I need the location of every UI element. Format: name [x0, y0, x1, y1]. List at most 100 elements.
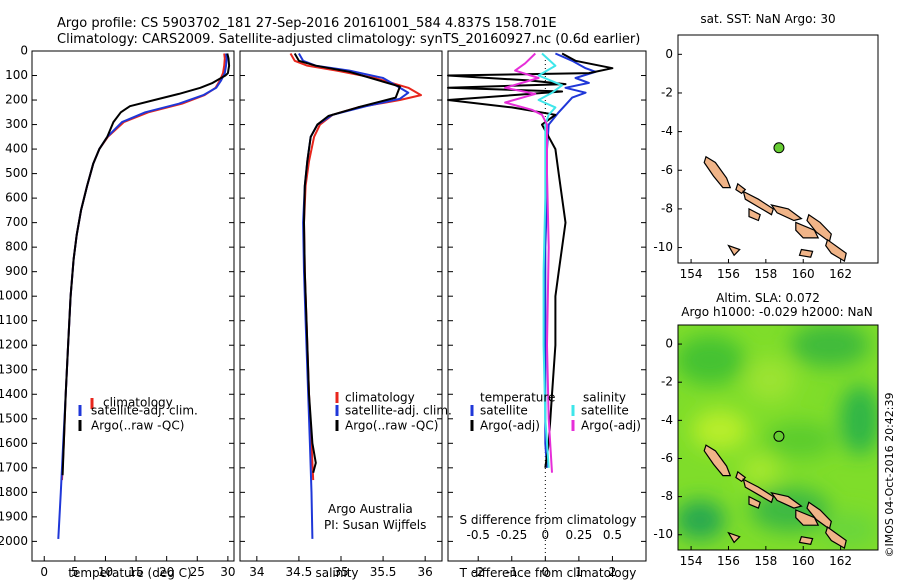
sla-map-island	[703, 444, 732, 477]
temperature-y-tick-label: 1800	[0, 485, 28, 499]
difference-legend-title-salinity: salinity	[583, 391, 626, 405]
temperature-y-tick-label: 1100	[0, 313, 28, 327]
difference-legend-title-temperature: temperature	[480, 391, 555, 405]
sst-map-y-tick-label: -4	[661, 124, 673, 138]
salinity-legend-satellite: satellite-adj. clim.	[345, 404, 452, 418]
sst-map-island	[703, 155, 732, 189]
temperature-y-tick-label: 1700	[0, 460, 28, 474]
sst-map-island	[798, 248, 814, 258]
sst-map-island	[727, 244, 741, 257]
difference-plot-frame	[447, 50, 647, 562]
salinity-legend: climatology satellite-adj. clim. Argo(..…	[335, 391, 452, 433]
sla-map-island	[825, 526, 847, 550]
difference-top-tick-label: 0.25	[566, 528, 593, 542]
difference-legend-sal-satellite: satellite	[581, 404, 629, 418]
temperature-legend-argo: Argo(..raw -QC)	[91, 419, 184, 433]
difference-legend: temperature satellite Argo(-adj) salinit…	[470, 391, 641, 433]
temperature-x-tick-label: 30	[220, 565, 235, 579]
sla-map-island	[798, 536, 814, 545]
sla-map-frame	[677, 324, 879, 551]
sst-map-x-tick-label: 162	[829, 267, 852, 281]
temperature-x-tick-label: 25	[190, 565, 205, 579]
sla-map-x-tick-label: 162	[829, 554, 852, 568]
sst-map-y-tick-label: -10	[653, 240, 673, 254]
temperature-plot-frame	[31, 50, 235, 562]
difference-series-salinity-satellite	[537, 52, 564, 468]
temperature-y-tick-label: 900	[5, 264, 28, 278]
sla-map-x-tick-label: 154	[680, 554, 703, 568]
figure-title-line1: Argo profile: CS 5903702_181 27-Sep-2016…	[57, 16, 557, 31]
sst-map-island	[742, 190, 775, 216]
sla-map-island	[795, 509, 820, 526]
temperature-y-tick-label: 1300	[0, 362, 28, 376]
sst-map-y-tick-label: -2	[661, 85, 673, 99]
temperature-y-tick-label: 300	[5, 117, 28, 131]
difference-x-tick-label: -1	[506, 565, 518, 579]
sst-map-x-tick-label: 156	[717, 267, 740, 281]
difference-panel: -2 -1 0 1 2 -0.5 -0.25 0 0.25 0.5 S difference fr…	[447, 50, 647, 580]
temperature-x-tick-label: 5	[71, 565, 79, 579]
difference-top-x-label: S difference from climatology	[460, 513, 637, 527]
difference-legend-temp-argo: Argo(-adj)	[480, 419, 540, 433]
pi-annotation: PI: Susan Wijffels	[324, 518, 426, 532]
difference-top-tick-label: 0	[542, 528, 550, 542]
sst-map-title: sat. SST: NaN Argo: 30	[700, 12, 835, 26]
difference-series-salinity-argo-adj	[504, 52, 553, 473]
salinity-legend-argo: Argo(..raw -QC)	[345, 419, 438, 433]
difference-x-tick-label: 2	[609, 565, 617, 579]
sla-map-y-tick-label: -6	[661, 451, 673, 465]
temperature-x-label: temperature (deg C)	[68, 566, 191, 580]
sla-map-panel: Altim. SLA: 0.072 Argo h1000: -0.029 h20…	[653, 291, 879, 568]
sst-map-x-tick-label: 160	[792, 267, 815, 281]
sst-map-island	[795, 221, 820, 239]
temperature-y-tick-label: 600	[5, 191, 28, 205]
temperature-y-tick-label: 1400	[0, 387, 28, 401]
sla-map-island	[770, 491, 803, 509]
sla-map-title-line2: Argo h1000: -0.029 h2000: NaN	[681, 305, 873, 319]
temperature-legend-satellite: satellite-adj. clim.	[91, 404, 198, 418]
sla-map-y-tick-label: -8	[661, 489, 673, 503]
sla-map-x-tick-label: 160	[792, 554, 815, 568]
difference-legend-sal-argo: Argo(-adj)	[581, 419, 641, 433]
temperature-series-argo-raw-qc	[61, 53, 231, 476]
sla-map-x-tick-label: 156	[717, 554, 740, 568]
salinity-x-tick-label: 36	[418, 565, 433, 579]
temperature-x-tick-label: 20	[159, 565, 174, 579]
temperature-y-tick-label: 1500	[0, 411, 28, 425]
temperature-y-tick-label: 0	[20, 44, 28, 58]
temperature-y-tick-label: 500	[5, 166, 28, 180]
sla-map-y-tick-label: -2	[661, 375, 673, 389]
sst-map-y-tick-label: -8	[661, 201, 673, 215]
sla-map-islands	[703, 444, 847, 550]
sst-map-x-tick-label: 154	[680, 267, 703, 281]
difference-x-label: T difference from climatology	[459, 566, 637, 580]
temperature-y-tick-label: 1200	[0, 338, 28, 352]
temperature-y-tick-label: 1600	[0, 436, 28, 450]
temperature-y-tick-label: 1000	[0, 289, 28, 303]
sla-map-y-tick-label: -4	[661, 413, 673, 427]
sst-map-x-tick-label: 158	[754, 267, 777, 281]
temperature-legend-climatology: climatology	[103, 396, 173, 410]
salinity-x-tick-label: 34	[249, 565, 264, 579]
sst-map-y-tick-label: -6	[661, 163, 673, 177]
sla-map-island	[748, 495, 761, 509]
difference-legend-temp-satellite: satellite	[480, 404, 528, 418]
temperature-y-tick-label: 200	[5, 93, 28, 107]
difference-x-tick-label: 0	[542, 565, 550, 579]
sst-map-y-tick-label: 0	[665, 47, 673, 61]
temperature-y-tick-label: 100	[5, 68, 28, 82]
salinity-panel: 34 34.5 35 35.5 36 salinity climatology sate…	[239, 50, 452, 580]
temperature-panel: 0 5 10 15 20 25 300100200300400500600700800900…	[0, 44, 236, 580]
salinity-plot-frame	[239, 50, 443, 562]
imos-credit: ©IMOS 04-Oct-2016 20:42:39	[883, 392, 896, 557]
temperature-y-tick-label: 400	[5, 142, 28, 156]
difference-top-tick-label: -0.25	[496, 528, 527, 542]
sst-map-float-marker	[773, 142, 785, 154]
sla-map-y-tick-label: -10	[653, 527, 673, 541]
temperature-x-tick-label: 0	[40, 565, 48, 579]
difference-x-tick-label: -2	[472, 565, 484, 579]
salinity-x-label: salinity	[315, 566, 358, 580]
temperature-y-tick-label: 700	[5, 215, 28, 229]
sla-map-island	[727, 531, 741, 544]
